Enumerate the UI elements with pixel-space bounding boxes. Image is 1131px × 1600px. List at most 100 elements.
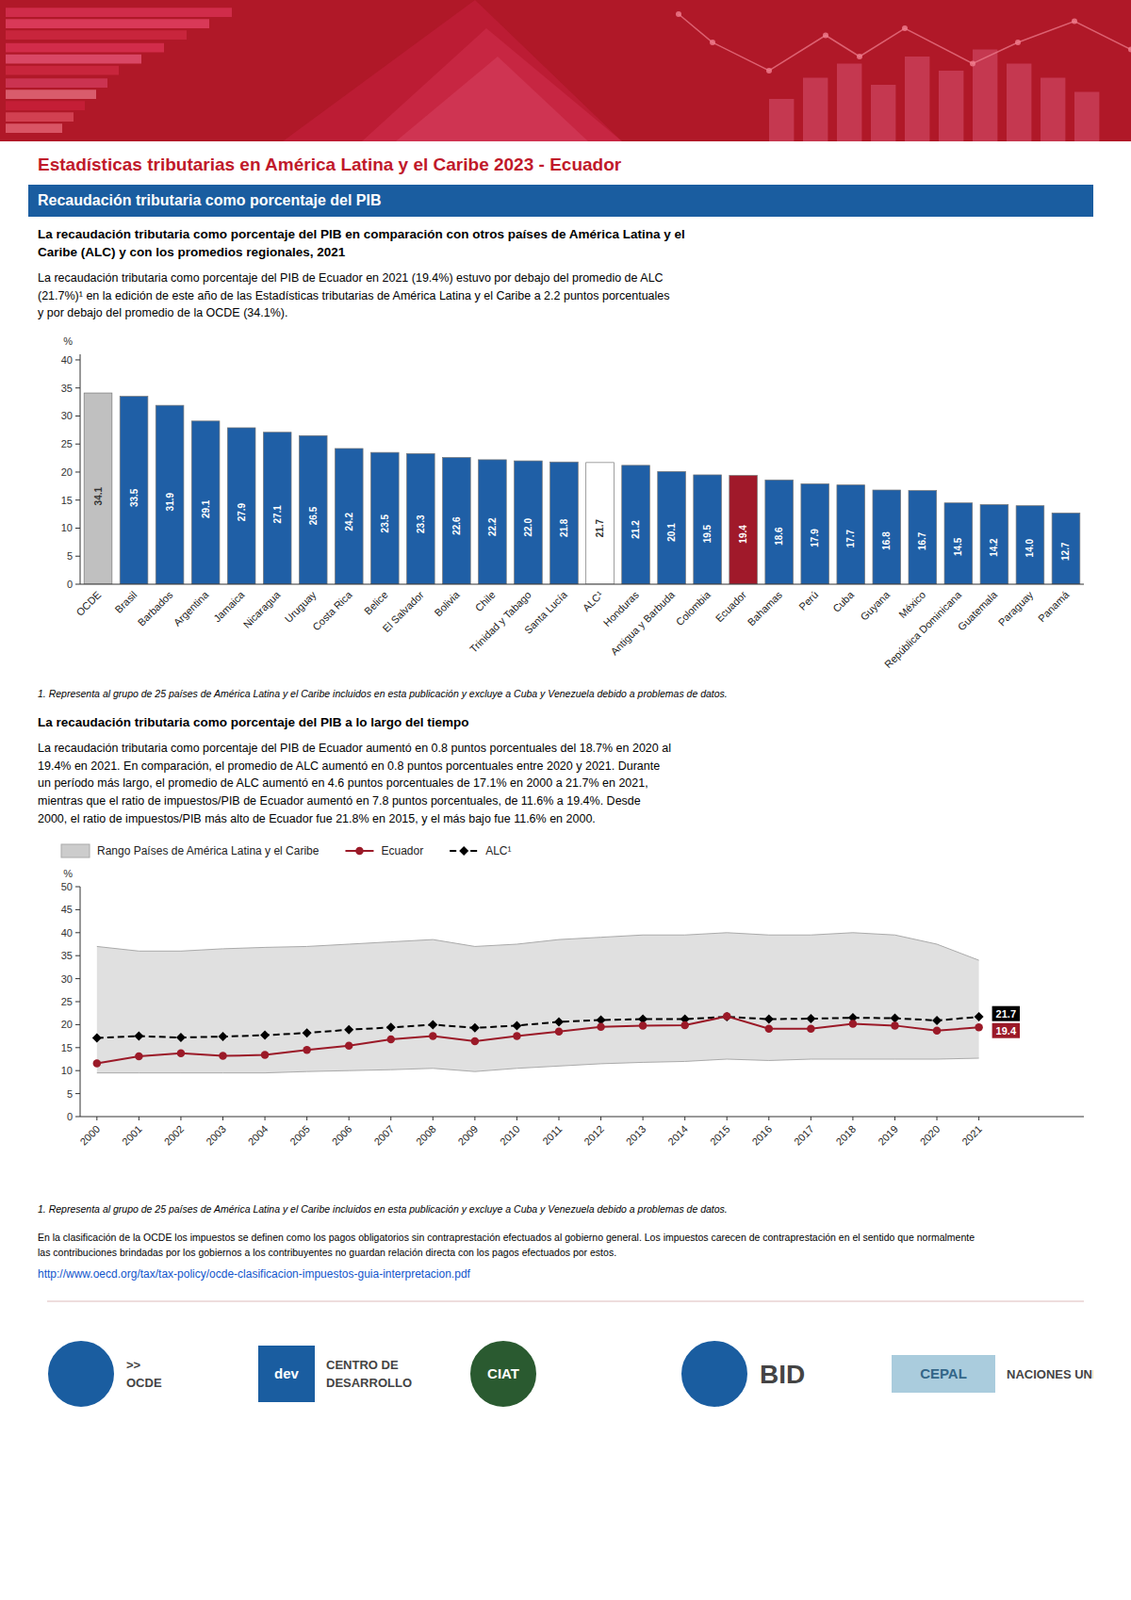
decoration <box>678 14 1131 71</box>
point <box>470 1022 480 1033</box>
tick-mark <box>600 1116 602 1121</box>
decoration <box>969 61 976 67</box>
decoration <box>5 78 108 88</box>
decoration <box>803 78 828 143</box>
axis-tick-label: Guyana <box>857 588 892 623</box>
point <box>721 1012 732 1022</box>
x-axis-line <box>80 584 1084 586</box>
data-label: 21.7 <box>594 518 606 538</box>
data-label: 18.6 <box>773 526 785 546</box>
point <box>177 1049 186 1058</box>
logo-shape <box>258 1345 315 1403</box>
decoration <box>675 11 682 17</box>
data-label: 23.5 <box>379 514 391 534</box>
decoration <box>5 30 187 40</box>
decoration <box>904 56 930 142</box>
data-label: 14.5 <box>952 537 964 557</box>
axis-tick-label: 5 <box>66 1087 73 1099</box>
bar <box>586 462 615 585</box>
tick-mark <box>75 978 81 980</box>
data-label: 27.9 <box>236 502 247 522</box>
tick-mark <box>75 1047 81 1049</box>
page-title: Estadísticas tributarias en América Lati… <box>37 154 1094 176</box>
decoration <box>1071 18 1078 25</box>
range-edge <box>97 1058 980 1074</box>
axis-tick-label: 2016 <box>749 1123 774 1148</box>
logo-text: NACIONES UNIDAS <box>1006 1367 1094 1382</box>
axis-tick-label: 2013 <box>623 1123 649 1148</box>
tick-mark <box>75 1069 81 1071</box>
data-label: 19.5 <box>702 524 713 543</box>
axis-tick-label: 10 <box>61 523 73 535</box>
range-area <box>97 932 980 1073</box>
tick-mark <box>180 1116 181 1121</box>
tick-mark <box>894 1116 896 1121</box>
tick-mark <box>978 1116 980 1121</box>
point <box>93 1059 102 1068</box>
axis-tick-label: Paraguay <box>996 589 1036 629</box>
bar <box>693 475 722 585</box>
bar <box>298 435 328 585</box>
section-title: Recaudación tributaria como porcentaje d… <box>28 184 1094 217</box>
tick-mark <box>75 932 81 934</box>
point <box>680 1020 689 1030</box>
bar <box>334 448 363 585</box>
bar <box>872 490 902 585</box>
tick-mark <box>75 527 81 529</box>
tick-mark <box>75 387 81 389</box>
tick-mark <box>557 1116 559 1121</box>
axis-tick-label: Costa Rica <box>310 588 355 633</box>
decoration <box>5 100 85 111</box>
bar <box>801 484 830 586</box>
tick-mark <box>306 1116 308 1121</box>
point <box>765 1024 774 1033</box>
axis-tick-label: 2003 <box>203 1123 229 1148</box>
tick-mark <box>75 499 81 501</box>
data-label: 24.2 <box>344 512 355 532</box>
legend-entry: ALC¹ <box>485 844 511 858</box>
axis-tick-label: 2014 <box>665 1123 690 1148</box>
axis-tick-label: 2009 <box>455 1123 480 1148</box>
labels: 34.1OCDE33.5Brasil31.9Barbados29.1Argent… <box>73 487 1072 672</box>
point <box>133 1031 144 1041</box>
tick-mark <box>684 1116 686 1121</box>
tick-mark <box>474 1116 476 1121</box>
data-label: 26.5 <box>308 506 319 525</box>
tick-mark <box>348 1116 350 1121</box>
axis-tick-label: 2008 <box>413 1123 439 1148</box>
decoration <box>856 53 863 60</box>
axis-tick-label: 35 <box>61 950 73 962</box>
point <box>512 1032 522 1041</box>
point <box>218 1051 228 1061</box>
content: Estadísticas tributarias en América Lati… <box>0 154 1131 1445</box>
logo-text: OCDE <box>126 1376 163 1391</box>
axis-tick-label: 20 <box>61 466 73 478</box>
axis-tick-label: Nicaragua <box>241 588 284 631</box>
tick-mark <box>75 909 81 911</box>
tick-mark <box>642 1116 644 1121</box>
tick-mark <box>75 443 81 445</box>
point <box>261 1050 270 1060</box>
tick-mark <box>75 1024 81 1026</box>
point <box>428 1032 438 1041</box>
note: 1. Representa al grupo de 25 países de A… <box>37 688 1094 700</box>
axis-tick-label: 5 <box>66 550 73 562</box>
header-background <box>0 0 1131 142</box>
logo-shape <box>469 1340 538 1409</box>
axis-tick-label: 2010 <box>497 1123 523 1148</box>
axis-tick-label: 2018 <box>834 1123 859 1148</box>
point <box>889 1013 900 1023</box>
decoration <box>1006 64 1032 143</box>
axis-label: % <box>63 868 73 880</box>
data-label: 27.1 <box>272 505 283 525</box>
tick-mark <box>768 1116 770 1121</box>
tick-mark <box>726 1116 728 1121</box>
legend-swatch <box>355 846 364 855</box>
range-edge <box>97 932 980 960</box>
end-label-box <box>992 1005 1020 1021</box>
series-line <box>97 1016 980 1064</box>
logo-text: >> <box>126 1358 142 1373</box>
point <box>386 1034 395 1044</box>
data-label: 19.4 <box>737 524 749 544</box>
data-label: 34.1 <box>93 487 104 507</box>
